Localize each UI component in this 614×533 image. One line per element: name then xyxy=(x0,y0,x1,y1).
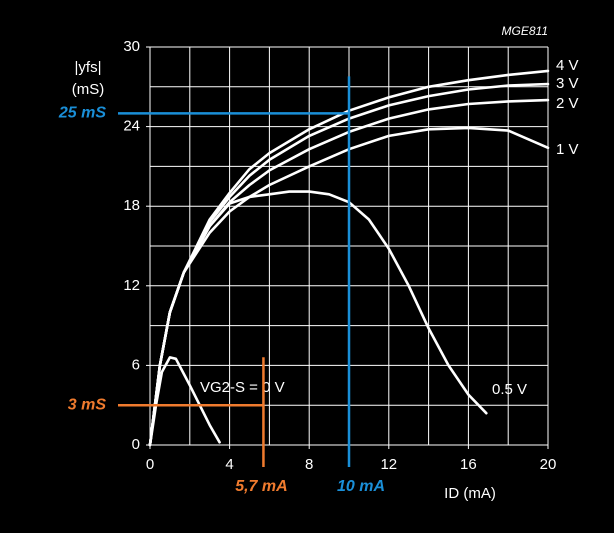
x-tick-label: 20 xyxy=(540,456,557,473)
y-tick-label: 30 xyxy=(123,38,140,55)
y-tick-label: 0 xyxy=(132,436,140,453)
guide-x-label: 10 mA xyxy=(337,478,385,495)
x-tick-label: 4 xyxy=(225,456,233,473)
x-tick-label: 16 xyxy=(460,456,477,473)
y-tick-label: 6 xyxy=(132,356,140,373)
x-tick-label: 8 xyxy=(305,456,313,473)
curve-label: 2 V xyxy=(556,95,579,112)
guide-y-label: 25 mS xyxy=(58,105,106,122)
curve xyxy=(148,356,221,447)
curve-label: 4 V xyxy=(556,57,579,74)
figure-code: MGE811 xyxy=(502,24,548,38)
x-axis-label: ID (mA) xyxy=(444,485,496,502)
curve-label: VG2-S = 0 V xyxy=(200,379,285,396)
y-axis-unit: (mS) xyxy=(72,81,105,98)
y-axis-label: |yfs| xyxy=(75,59,102,76)
y-tick-label: 24 xyxy=(123,118,140,135)
curve-label: 3 V xyxy=(556,75,579,92)
curve xyxy=(148,190,488,447)
guide-x-label: 5,7 mA xyxy=(235,478,287,495)
x-tick-label: 0 xyxy=(146,456,154,473)
guide-y-label: 3 mS xyxy=(68,396,107,413)
y-tick-label: 12 xyxy=(123,277,140,294)
curve-label: 1 V xyxy=(556,141,579,158)
y-tick-label: 18 xyxy=(123,197,140,214)
x-tick-label: 12 xyxy=(380,456,397,473)
curve-label: 0.5 V xyxy=(492,381,527,398)
